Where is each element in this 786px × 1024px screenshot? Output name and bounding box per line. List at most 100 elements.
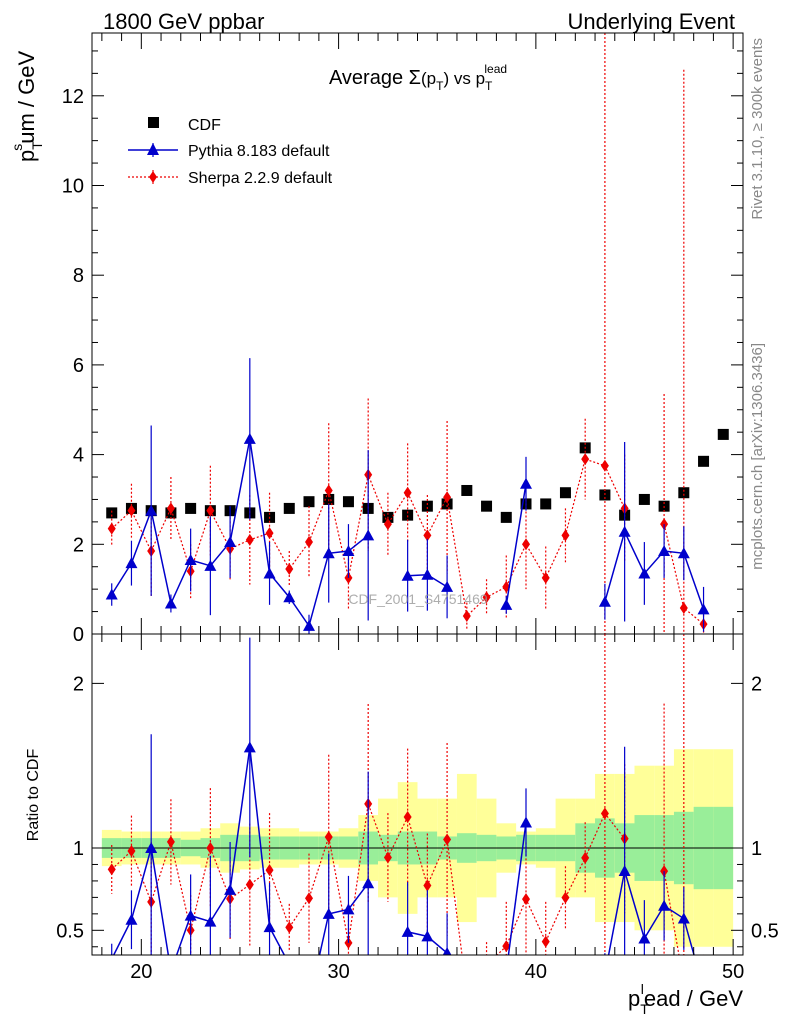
pythia-point-main-20 [500, 598, 513, 610]
pythia-point-ratio-25 [599, 968, 611, 979]
ratio-y-tick-label-left-1: 1 [73, 838, 84, 860]
legend-marker-sherpa [149, 171, 157, 183]
pythia-point-ratio-6 [224, 883, 237, 895]
pythia-point-ratio-4 [184, 909, 197, 921]
sherpa-point-ratio-10 [305, 892, 313, 905]
sherpa-point-main-17 [443, 491, 452, 504]
side-label-rivet: Rivet 3.1.10, ≥ 300k events [749, 38, 766, 220]
sherpa-point-main-14 [383, 518, 392, 531]
sherpa-point-main-23 [561, 529, 570, 542]
sherpa-point-main-7 [245, 533, 254, 546]
sherpa-point-ratio-16 [423, 879, 432, 892]
cdf-point-29 [678, 487, 690, 499]
pythia-point-main-28 [658, 545, 671, 557]
sherpa-line-ratio-1 [663, 870, 680, 955]
pythia-line-main-3 [505, 483, 527, 605]
sherpa-point-main-5 [206, 504, 215, 517]
sherpa-point-ratio-17 [443, 833, 452, 846]
pythia-point-ratio-20 [500, 965, 512, 976]
legend-marker-cdf [148, 117, 159, 128]
cdf-point-12 [342, 496, 354, 508]
header-left: 1800 GeV ppbar [103, 9, 264, 34]
legend: CDF Pythia 8.183 default Sherpa 2.2.9 de… [128, 117, 333, 187]
pythia-point-ratio-10 [303, 997, 315, 1008]
x-tick-label-40: 40 [525, 961, 547, 983]
y-tick-label-12: 12 [62, 86, 84, 108]
pythia-point-ratio-2 [145, 842, 158, 853]
sherpa-point-ratio-20 [502, 940, 511, 953]
sherpa-point-main-29 [679, 601, 688, 614]
cdf-point-23 [559, 487, 571, 499]
pythia-point-main-16 [421, 568, 434, 580]
cdf-point-18 [461, 484, 473, 496]
sherpa-point-ratio-15 [403, 810, 412, 823]
y-tick-label-4: 4 [73, 445, 84, 467]
sherpa-point-main-25 [600, 459, 609, 472]
sherpa-point-ratio-23 [561, 891, 570, 904]
y-tick-label-10: 10 [62, 175, 84, 197]
cdf-point-4 [185, 502, 197, 514]
sherpa-point-ratio-0 [107, 863, 116, 876]
pythia-point-main-4 [184, 553, 197, 565]
sherpa-point-ratio-18 [463, 986, 471, 998]
pythia-point-ratio-28 [658, 899, 671, 911]
pythia-point-ratio-27 [638, 932, 651, 944]
sherpa-point-ratio-5 [206, 842, 215, 854]
pythia-point-main-30 [697, 603, 710, 615]
x-tick-label-20: 20 [130, 961, 152, 983]
x-tick-label-30: 30 [327, 961, 349, 983]
y-tick-label-2: 2 [73, 534, 84, 556]
main-panel-series [105, 33, 729, 634]
side-label-mcplots: mcplots.cern.ch [arXiv:1306.3436] [749, 343, 766, 570]
pythia-point-ratio-13 [362, 877, 375, 889]
pythia-point-main-13 [362, 529, 375, 541]
sherpa-point-main-3 [166, 502, 175, 515]
pythia-point-ratio-21 [520, 816, 532, 828]
cdf-point-9 [283, 502, 295, 514]
sherpa-point-ratio-21 [522, 893, 530, 906]
pythia-point-ratio-5 [204, 915, 217, 927]
legend-label-sherpa: Sherpa 2.2.9 default [188, 170, 333, 187]
sherpa-point-main-18 [462, 610, 471, 623]
sherpa-point-ratio-9 [285, 921, 294, 934]
legend-label-cdf: CDF [188, 117, 221, 134]
pythia-line-ratio-0 [112, 747, 369, 955]
series-layer [92, 33, 743, 1008]
pythia-point-main-0 [105, 588, 118, 600]
pythia-point-main-29 [677, 547, 690, 559]
sherpa-point-ratio-3 [166, 835, 175, 848]
cdf-point-16 [421, 500, 433, 512]
ratio-y-tick-label-left-2: 2 [73, 673, 84, 695]
sherpa-point-main-1 [127, 504, 136, 517]
pythia-point-main-7 [243, 432, 256, 444]
analysis-watermark: CDF_2001_S4751469 [348, 591, 488, 607]
pythia-point-ratio-29 [677, 912, 690, 924]
pythia-line-main-6 [604, 529, 705, 610]
pythia-point-main-25 [598, 595, 611, 607]
pythia-point-main-10 [303, 619, 315, 631]
cdf-point-30 [698, 455, 710, 467]
pythia-line-main-0 [111, 438, 369, 628]
pythia-point-ratio-16 [421, 930, 434, 942]
cdf-point-20 [500, 511, 512, 523]
sherpa-point-ratio-25 [600, 807, 609, 820]
pythia-point-ratio-3 [165, 965, 177, 976]
sherpa-point-main-22 [541, 571, 550, 584]
ratio-y-tick-label-right-1: 1 [751, 838, 762, 860]
y-axis-label: pTsum / GeV [9, 51, 45, 162]
sherpa-point-main-8 [265, 527, 274, 540]
pythia-point-main-9 [283, 591, 296, 603]
pythia-point-ratio-11 [322, 907, 335, 919]
cdf-point-22 [540, 498, 552, 510]
sherpa-point-ratio-24 [581, 851, 590, 864]
pythia-point-ratio-26 [618, 864, 631, 876]
sherpa-point-main-24 [581, 453, 590, 466]
sherpa-point-main-21 [522, 538, 530, 551]
cdf-point-27 [638, 493, 650, 505]
y-tick-label-0: 0 [73, 624, 84, 646]
sherpa-point-main-10 [305, 536, 313, 549]
pythia-point-main-5 [204, 559, 217, 571]
pythia-point-main-8 [263, 567, 276, 579]
